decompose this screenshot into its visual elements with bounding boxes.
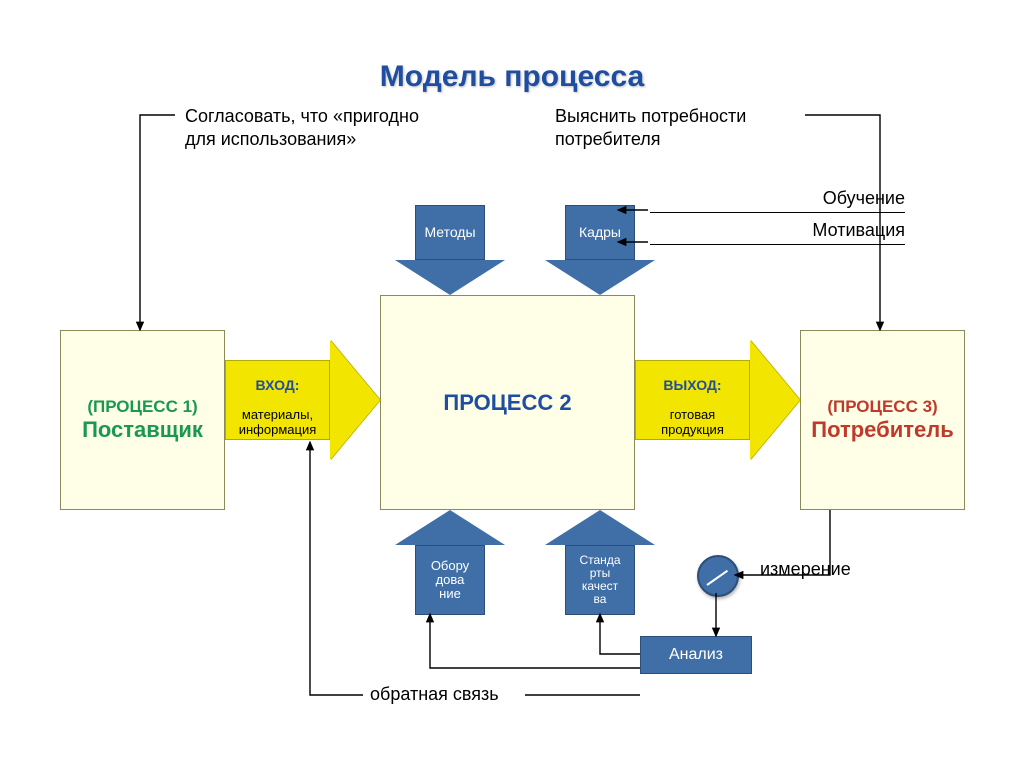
note-agree: Согласовать, что «пригодно для использов… <box>185 105 485 150</box>
label-training: Обучение <box>650 188 905 213</box>
label-feedback: обратная связь <box>370 683 499 706</box>
arrow-input: ВХОД: материалы, информация <box>225 340 380 460</box>
arrow-standards: Станда рты качест ва <box>545 510 655 615</box>
arrow-staff: Кадры <box>545 205 655 295</box>
arrow-equipment: Обору дова ние <box>395 510 505 615</box>
label-motivation: Мотивация <box>650 220 905 245</box>
diagram-title: Модель процесса <box>0 60 1024 94</box>
box-process-1-supplier: (ПРОЦЕСС 1) Поставщик <box>60 330 225 510</box>
box2-line2: ПРОЦЕСС 2 <box>443 390 571 416</box>
box3-line1: (ПРОЦЕСС 3) <box>827 397 937 417</box>
measure-gauge-icon <box>697 555 739 597</box>
box-process-2: ПРОЦЕСС 2 <box>380 295 635 510</box>
box1-line2: Поставщик <box>82 417 203 443</box>
box3-line2: Потребитель <box>811 417 953 443</box>
label-measure: измерение <box>760 558 851 581</box>
arrow-input-title: ВХОД: <box>256 377 300 393</box>
arrow-methods: Методы <box>395 205 505 295</box>
arrow-output: ВЫХОД: готовая продукция <box>635 340 800 460</box>
arrow-output-title: ВЫХОД: <box>663 377 721 393</box>
arrow-output-text: готовая продукция <box>661 407 724 437</box>
diagram-stage: Модель процесса Согласовать, что «пригод… <box>0 0 1024 767</box>
box-process-3-consumer: (ПРОЦЕСС 3) Потребитель <box>800 330 965 510</box>
box1-line1: (ПРОЦЕСС 1) <box>87 397 197 417</box>
arrow-input-text: материалы, информация <box>239 407 317 437</box>
note-consumer-needs: Выяснить потребности потребителя <box>555 105 815 150</box>
box-analysis: Анализ <box>640 636 752 674</box>
